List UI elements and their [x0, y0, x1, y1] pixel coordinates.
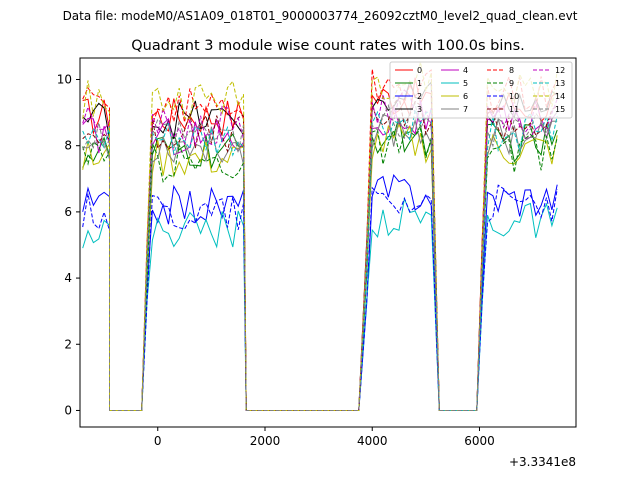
- y-tick-label: 6: [64, 205, 72, 219]
- legend-label-13: 13: [555, 79, 565, 88]
- plot-frame: [79, 57, 577, 428]
- x-tick-label: 4000: [357, 434, 388, 448]
- legend-label-11: 11: [509, 105, 519, 114]
- legend-label-2: 2: [417, 92, 422, 101]
- legend-label-3: 3: [417, 105, 422, 114]
- legend-label-12: 12: [555, 66, 565, 75]
- legend-label-7: 7: [463, 105, 468, 114]
- series-line-14: [82, 62, 558, 411]
- chart-suptitle: Data file: modeM0/AS1A09_018T01_90000037…: [63, 9, 578, 23]
- legend-label-9: 9: [509, 79, 514, 88]
- x-tick-label: 6000: [464, 434, 495, 448]
- x-tick-label: 2000: [250, 434, 281, 448]
- y-tick-label: 10: [57, 73, 72, 87]
- legend-label-8: 8: [509, 66, 514, 75]
- legend-box: [389, 61, 573, 119]
- axes-layer: 0 2000 4000 6000 0 2 4 6 8 10: [57, 73, 495, 448]
- x-offset-label: +3.3341e8: [509, 455, 576, 469]
- legend-label-0: 0: [417, 66, 422, 75]
- legend-label-4: 4: [463, 66, 468, 75]
- legend-label-6: 6: [463, 92, 468, 101]
- series-layer: [82, 62, 558, 411]
- legend-label-5: 5: [463, 79, 468, 88]
- y-tick-label: 2: [64, 337, 72, 351]
- y-tick-label: 4: [64, 271, 72, 285]
- legend-label-14: 14: [555, 92, 565, 101]
- y-tick-label: 8: [64, 139, 72, 153]
- legend-label-10: 10: [509, 92, 519, 101]
- series-line-15: [82, 102, 558, 411]
- legend-label-1: 1: [417, 79, 422, 88]
- chart-title: Quadrant 3 module wise count rates with …: [131, 38, 525, 54]
- x-tick-label: 0: [154, 434, 162, 448]
- legend-label-15: 15: [555, 105, 565, 114]
- y-tick-label: 0: [64, 403, 72, 417]
